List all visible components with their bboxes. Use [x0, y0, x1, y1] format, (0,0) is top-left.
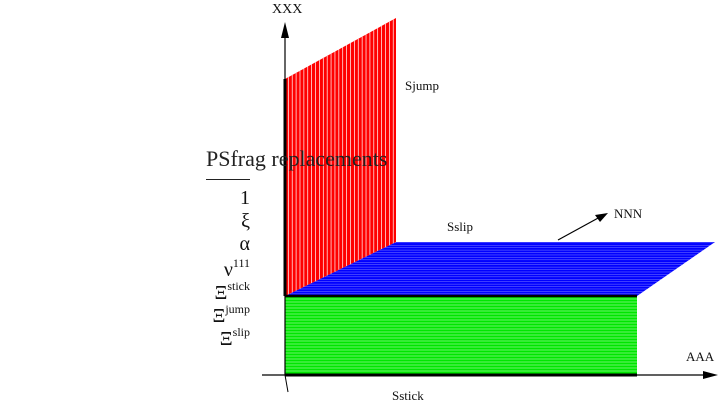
stick-surface-label: Sstick: [392, 388, 424, 403]
symbol-slip-superscript: slip: [232, 325, 250, 339]
symbol-capital-xi-stick: Ξ: [214, 282, 228, 304]
symbol-jump-superscript: jump: [225, 302, 250, 316]
slip-surface-hatching: [289, 242, 714, 295]
symbol-nu-superscript: 111: [232, 256, 250, 270]
origin-tick: [284, 374, 289, 393]
symbol-alpha: α: [239, 233, 250, 255]
normal-vector-label: NNN: [614, 206, 643, 221]
symbol-xi: ξ: [241, 210, 250, 232]
psfrag-title-underline: [206, 179, 250, 180]
psfrag-item-xi-stick: Ξstick: [212, 280, 250, 303]
psfrag-replacements-title: PSfrag replacements: [206, 146, 388, 171]
normal-vector-arrowhead: [595, 213, 608, 222]
jump-surface-label: Sjump: [405, 78, 439, 93]
psfrag-item-alpha: α: [212, 234, 250, 257]
psfrag-item-xi-jump: Ξjump: [212, 303, 250, 326]
jump-surface-hatching: [287, 19, 394, 295]
vertical-axis-arrowhead: [281, 22, 289, 38]
slip-surface-label: Sslip: [447, 219, 474, 234]
symbol-capital-xi-jump: Ξ: [212, 305, 226, 327]
symbol-one: 1: [240, 187, 250, 209]
psfrag-item-nu: ν111: [212, 257, 250, 280]
jump-surface: [285, 18, 396, 296]
slip-surface: [285, 242, 715, 296]
symbol-nu: ν: [223, 259, 233, 281]
vertical-axis-label: XXX: [272, 2, 303, 17]
psfrag-item-xi-slip: Ξslip: [212, 326, 250, 349]
normal-vector-arrow: [557, 216, 601, 241]
psfrag-symbol-list: 1 ξ α ν111 Ξstick Ξjump Ξslip: [212, 188, 250, 349]
symbol-stick-superscript: stick: [227, 279, 250, 293]
symbol-capital-xi-slip: Ξ: [219, 328, 233, 350]
horizontal-axis-arrowhead: [703, 371, 718, 379]
psfrag-item-one: 1: [212, 188, 250, 211]
psfrag-item-xi: ξ: [212, 211, 250, 234]
horizontal-axis-label: AAA: [686, 349, 715, 364]
stick-surface: [285, 296, 637, 375]
